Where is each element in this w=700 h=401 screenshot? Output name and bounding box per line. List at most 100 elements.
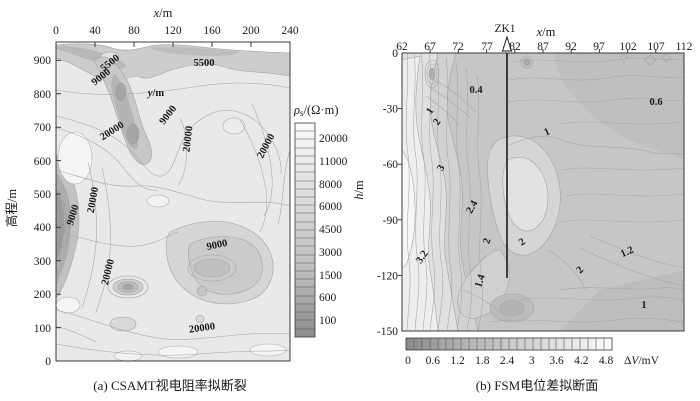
contour-label: 20000 <box>188 321 216 336</box>
tick-label: -150 <box>377 326 398 338</box>
contour-lines-a <box>56 82 290 356</box>
caption-b: (b) FSM电位差拟断面 <box>476 378 598 393</box>
tick-label: -120 <box>377 270 398 282</box>
colorbar-b-dividers <box>413 338 605 350</box>
rho-symbol: ρ <box>293 103 300 117</box>
tick-label: 700 <box>34 122 52 134</box>
tick-label: 160 <box>203 25 221 37</box>
colorbar-tick: 1.8 <box>475 355 490 367</box>
colorbar-b-unit: ΔV/mV <box>624 355 660 367</box>
contour-label: 0.6 <box>649 97 662 108</box>
tick-label: 87 <box>537 41 549 53</box>
rho-subscript: s <box>300 108 304 118</box>
plot-b-y-tick-labels: 0 -30 -60 -90 -120 -150 <box>377 48 398 338</box>
y-var: y <box>146 88 153 99</box>
tick-label: 72 <box>452 41 464 53</box>
contour-label: 5500 <box>194 58 215 69</box>
colorbar-tick: 1.2 <box>450 355 465 367</box>
tick-label: 62 <box>396 41 408 53</box>
contour-label: 1.4 <box>473 273 488 290</box>
tick-label: 107 <box>647 41 665 53</box>
v-unit: /mV <box>638 355 659 367</box>
colorbar-label: 3000 <box>319 247 342 259</box>
colorbar-label: 8000 <box>319 179 342 191</box>
tick-label: 600 <box>34 156 52 168</box>
contour-label: 0.4 <box>469 85 483 96</box>
plot-a-x-tick-labels: 0 40 80 120 160 200 240 <box>53 25 299 37</box>
tick-label: 92 <box>565 41 577 53</box>
colorbar-tick: 3 <box>529 355 535 367</box>
v-var: V <box>631 355 640 367</box>
caption-a: (a) CSAMT视电阻率拟断裂 <box>93 378 246 393</box>
borehole-arrow-icon <box>501 35 513 52</box>
plot-a-y-tickmarks <box>56 59 61 329</box>
plot-b-y-tickmarks <box>398 108 402 276</box>
tick-label: 40 <box>89 25 101 37</box>
x-var: x <box>536 25 543 39</box>
contour-label: 3 <box>435 163 447 173</box>
contour-label: 20000 <box>181 125 195 152</box>
delta-symbol: Δ <box>624 355 631 367</box>
tick-label: 112 <box>676 41 693 53</box>
tick-label: 97 <box>593 41 605 53</box>
colorbar-label: 1500 <box>319 270 342 282</box>
borehole-label: ZK1 <box>494 23 515 35</box>
contour-label: 1 <box>641 300 646 311</box>
colorbar-tick: 4.8 <box>599 355 614 367</box>
colorbar-a-dividers <box>295 130 315 330</box>
rho-unit: /(Ω·m) <box>304 103 339 117</box>
tick-label: 200 <box>34 289 52 301</box>
colorbar-tick: 0 <box>405 355 411 367</box>
colorbar-tick: 0.6 <box>426 355 441 367</box>
plot-b-colorbar: 0 0.6 1.2 1.8 2.4 3 3.6 4.2 4.8 ΔV/mV <box>405 337 660 367</box>
x-unit: /m <box>542 25 555 39</box>
plot-a-x-axis-title: x/m <box>153 6 173 20</box>
tick-label: 120 <box>164 25 182 37</box>
colorbar-tick: 3.6 <box>549 355 564 367</box>
plot-a-inner-label: y/m <box>146 88 165 99</box>
contour-label: 20000 <box>86 186 101 214</box>
contour-label: 1 <box>543 126 552 138</box>
contour-label: 2 <box>575 265 586 276</box>
contour-label: 2 <box>431 117 443 128</box>
colorbar-label: 20000 <box>319 133 348 145</box>
colorbar-label: 600 <box>319 292 337 304</box>
tick-label: 67 <box>424 41 436 53</box>
tick-label: 0 <box>45 356 51 368</box>
contour-label: 1.2 <box>619 245 636 261</box>
tick-label: 300 <box>34 256 52 268</box>
plot-a-x-tickmarks <box>94 42 252 47</box>
colorbar-label: 100 <box>319 315 337 327</box>
plot-b-x-tick-labels: 62 67 72 77 82 87 92 97 102 107 112 <box>396 41 692 53</box>
colorbar-b-labels: 0 0.6 1.2 1.8 2.4 3 3.6 4.2 4.8 <box>405 355 613 367</box>
colorbar-tick: 2.4 <box>500 355 515 367</box>
plot-a-y-tick-labels: 900 800 700 600 500 400 300 200 100 0 <box>34 55 52 368</box>
tick-label: 200 <box>242 25 260 37</box>
plot-a-colorbar: ρs/(Ω·m) 20000 11000 8000 6000 4500 3000… <box>293 103 348 338</box>
colorbar-label: 4500 <box>319 224 342 236</box>
h-var: h <box>352 193 366 199</box>
tick-label: 82 <box>509 41 521 53</box>
contour-lines-b <box>405 53 684 331</box>
tick-label: 500 <box>34 189 52 201</box>
tick-label: -90 <box>383 215 399 227</box>
tick-label: 80 <box>128 25 140 37</box>
contour-label: 1 <box>424 106 436 117</box>
tick-label: 0 <box>392 48 398 60</box>
plot-a-contour-field <box>56 43 290 361</box>
plot-b-x-axis-title: x/m <box>536 25 556 39</box>
plot-b-contour-field <box>402 53 684 331</box>
plot-b-y-axis-title: h/m <box>352 180 366 200</box>
tick-label: 102 <box>619 41 637 53</box>
contour-label: 2 <box>517 236 528 248</box>
x-unit: /m <box>159 6 172 20</box>
contour-label: 9000 <box>206 238 229 253</box>
y-unit: /m <box>152 88 165 99</box>
colorbar-tick: 4.2 <box>574 355 589 367</box>
colorbar-label: 6000 <box>319 201 342 213</box>
tick-label: 900 <box>34 55 52 67</box>
colorbar-a-labels: 20000 11000 8000 6000 4500 3000 1500 600… <box>319 133 348 327</box>
colorbar-a-title: ρs/(Ω·m) <box>293 103 339 118</box>
tick-label: -30 <box>383 104 399 116</box>
plot-b-x-tickmarks <box>429 49 657 53</box>
